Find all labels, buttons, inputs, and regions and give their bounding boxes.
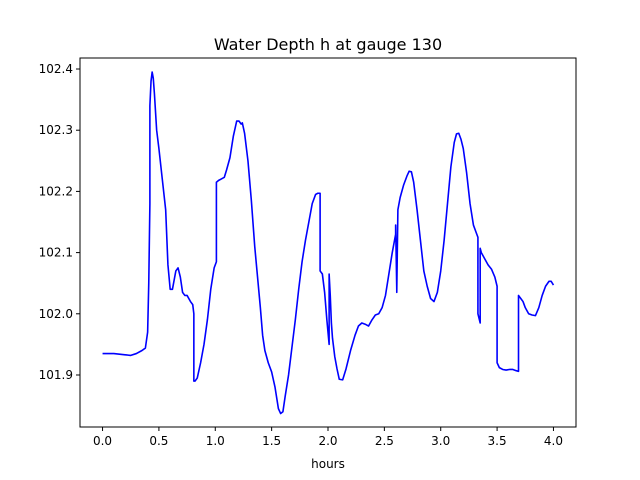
y-tick-label: 102.4 <box>39 62 73 76</box>
y-tick-label: 102.2 <box>39 184 73 198</box>
x-tick-label: 0.5 <box>149 434 168 448</box>
x-tick-label: 0.0 <box>93 434 112 448</box>
x-tick-label: 2.0 <box>318 434 337 448</box>
y-tick-label: 102.3 <box>39 123 73 137</box>
y-tick-label: 101.9 <box>39 368 73 382</box>
y-tick-label: 102.0 <box>39 307 73 321</box>
x-tick-label: 1.0 <box>206 434 225 448</box>
x-axis-label: hours <box>311 457 345 471</box>
x-tick-label: 1.5 <box>262 434 281 448</box>
chart-title: Water Depth h at gauge 130 <box>214 35 442 54</box>
x-tick-label: 2.5 <box>375 434 394 448</box>
plot-area <box>102 71 555 415</box>
x-axis: 0.0 0.5 1.0 1.5 2.0 2.5 3.0 3.5 4.0 <box>93 427 563 448</box>
series-line <box>102 71 555 415</box>
x-tick-label: 3.0 <box>431 434 450 448</box>
y-tick-label: 102.1 <box>39 246 73 260</box>
x-tick-label: 4.0 <box>544 434 563 448</box>
x-tick-label: 3.5 <box>488 434 507 448</box>
y-axis: 101.9 102.0 102.1 102.2 102.3 102.4 <box>39 62 80 382</box>
